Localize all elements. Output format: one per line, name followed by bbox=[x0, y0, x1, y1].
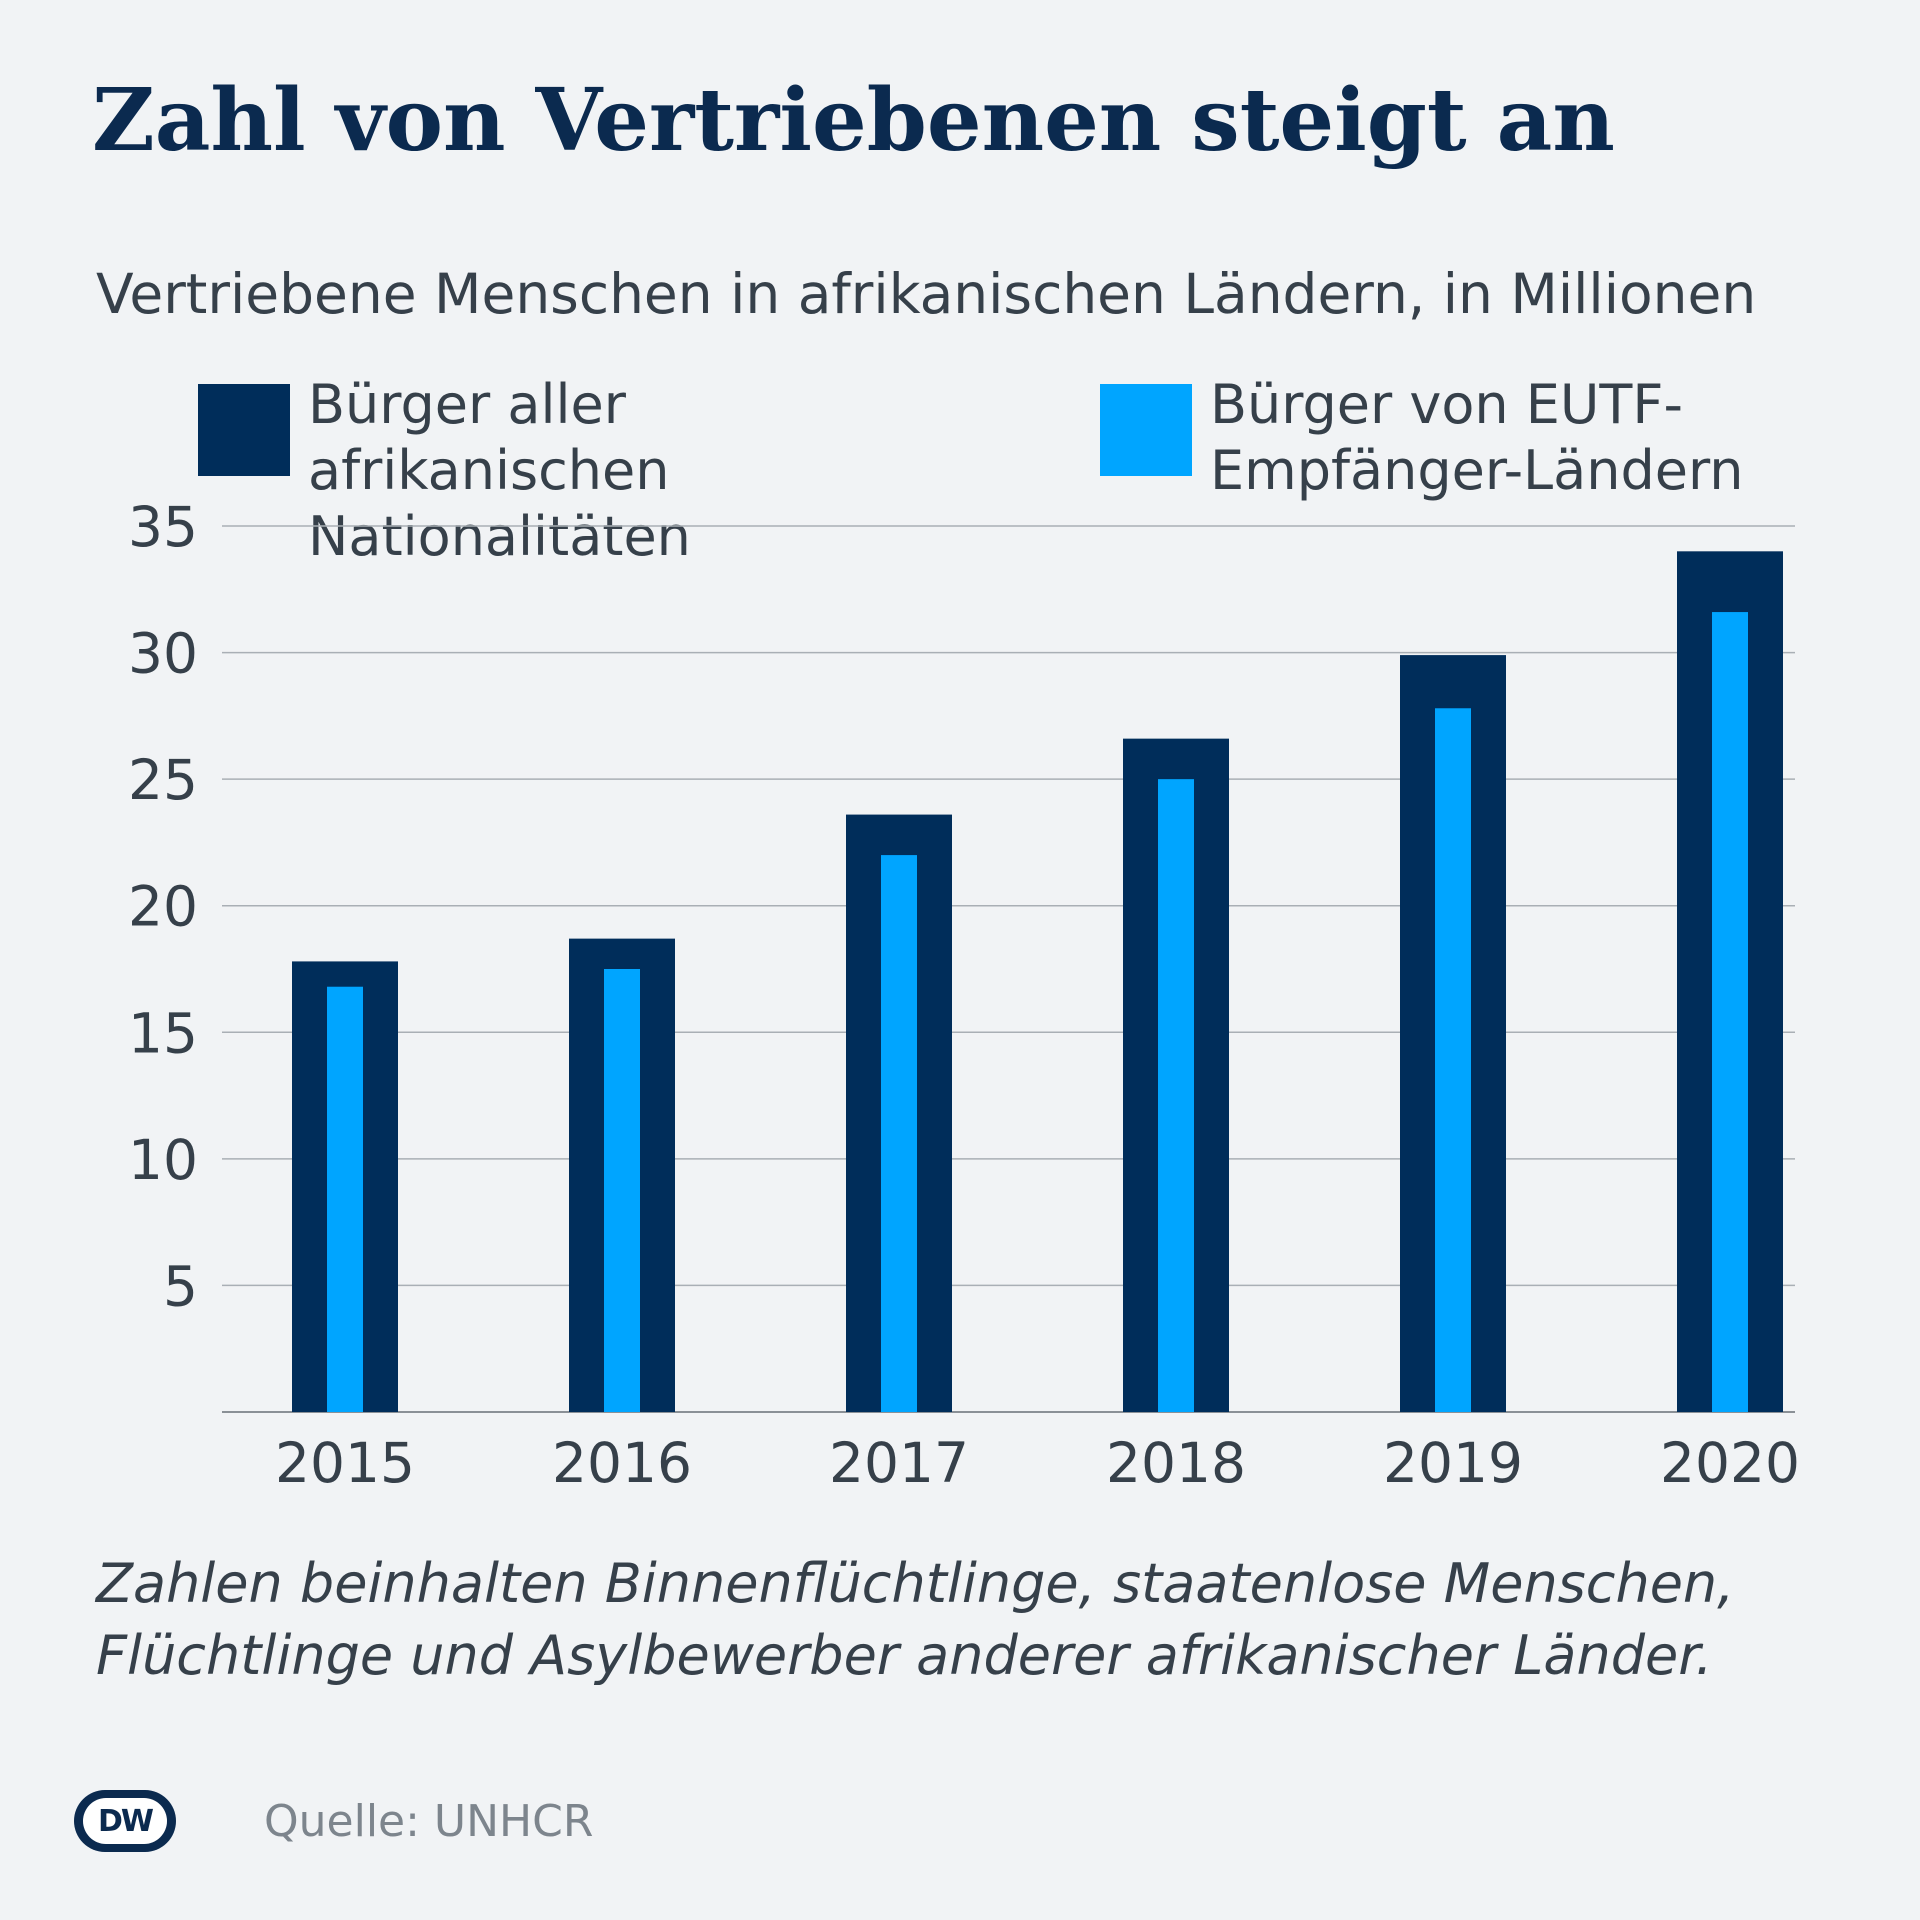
dw-logo: DW bbox=[74, 1790, 176, 1852]
chart-title: Zahl von Vertriebenen steigt an bbox=[92, 70, 1615, 171]
y-tick-label: 10 bbox=[128, 1128, 198, 1192]
legend-swatch-all-african bbox=[198, 384, 290, 476]
bar-eutf bbox=[881, 855, 917, 1412]
chart-subtitle: Vertriebene Menschen in afrikanischen Lä… bbox=[96, 262, 1757, 326]
dw-logo-text: DW bbox=[83, 1798, 167, 1844]
y-tick-label: 35 bbox=[128, 495, 198, 559]
x-tick-label: 2017 bbox=[829, 1431, 969, 1495]
y-tick-label: 20 bbox=[128, 875, 198, 939]
bar-eutf bbox=[1158, 779, 1194, 1412]
x-tick-label: 2016 bbox=[552, 1431, 692, 1495]
y-tick-label: 30 bbox=[128, 622, 198, 686]
x-tick-label: 2018 bbox=[1106, 1431, 1246, 1495]
x-tick-label: 2020 bbox=[1660, 1431, 1800, 1495]
y-tick-label: 25 bbox=[128, 748, 198, 812]
footnote: Zahlen beinhalten Binnenflüchtlinge, sta… bbox=[96, 1552, 1735, 1687]
legend-swatch-eutf bbox=[1100, 384, 1192, 476]
legend-label-eutf: Bürger von EUTF-Empfänger-Ländern bbox=[1210, 373, 1744, 502]
x-tick-label: 2015 bbox=[275, 1431, 415, 1495]
legend-item-all-african: Bürger aller afrikanischen Nationalitäte… bbox=[198, 372, 868, 570]
bar-eutf bbox=[327, 986, 363, 1412]
legend-label-all-african: Bürger aller afrikanischen Nationalitäte… bbox=[308, 373, 691, 568]
bar-eutf bbox=[1435, 708, 1471, 1412]
y-tick-label: 15 bbox=[128, 1001, 198, 1065]
x-tick-label: 2019 bbox=[1383, 1431, 1523, 1495]
bar-eutf bbox=[604, 969, 640, 1412]
source-note: Quelle: UNHCR bbox=[264, 1796, 594, 1847]
bar-eutf bbox=[1712, 612, 1748, 1412]
legend-item-eutf: Bürger von EUTF-Empfänger-Ländern bbox=[1100, 372, 1770, 504]
y-tick-label: 5 bbox=[163, 1254, 198, 1318]
